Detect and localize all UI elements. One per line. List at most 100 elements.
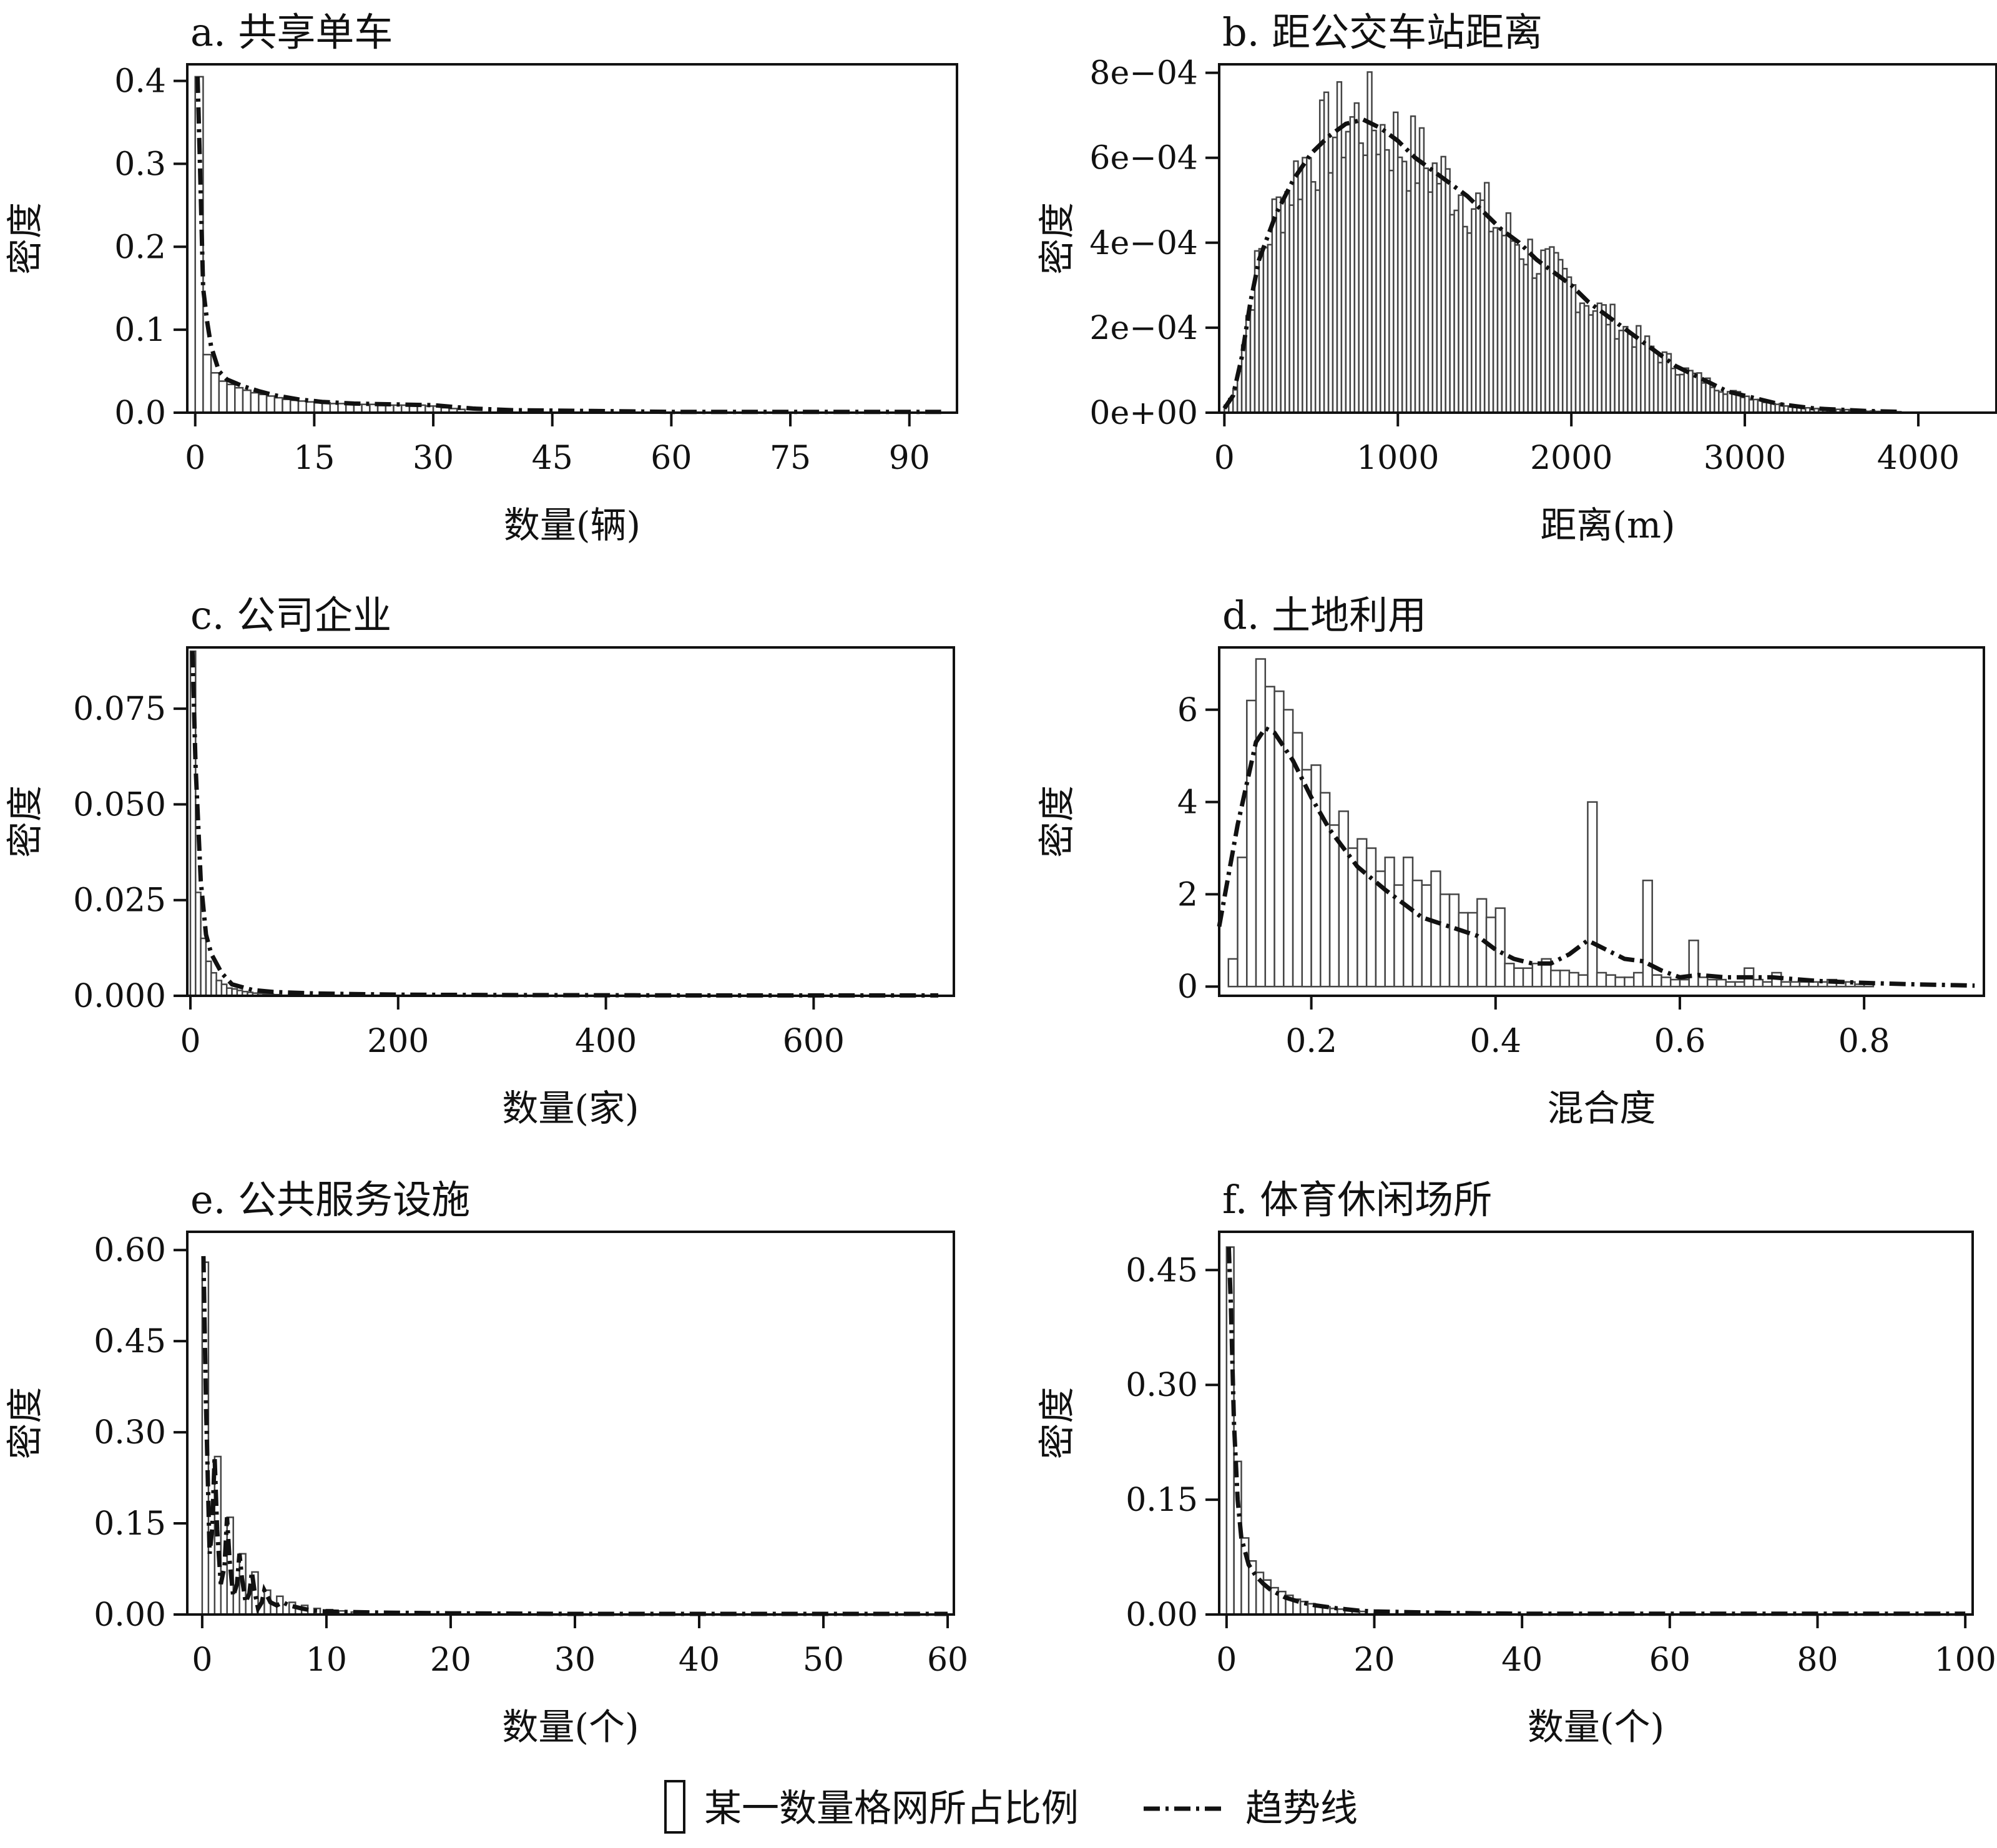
x-tick-label: 20 <box>430 1641 471 1679</box>
plot-frame-a <box>186 63 958 414</box>
bar <box>297 400 307 414</box>
bar <box>1494 907 1506 988</box>
x-tick-label: 10 <box>306 1641 347 1679</box>
y-tick-label: 2e−04 <box>1089 310 1198 347</box>
bar <box>1237 857 1248 988</box>
bar <box>289 399 300 414</box>
y-tick-label: 6e−04 <box>1089 140 1198 177</box>
legend-bar-label: 某一数量格网所占比例 <box>704 1787 1079 1831</box>
y-tick-label: 0.4 <box>114 63 166 101</box>
y-tick-label: 2 <box>1177 876 1198 913</box>
bar <box>258 393 268 414</box>
x-axis-label-a: 数量(辆) <box>504 504 640 546</box>
y-tick-label: 0.30 <box>1126 1367 1198 1404</box>
y-tick-label: 8e−04 <box>1089 55 1198 92</box>
bar <box>1614 976 1626 988</box>
y-tick-label: 0e+00 <box>1089 395 1198 432</box>
y-tick-label: 0.050 <box>73 786 166 823</box>
y-tick-label: 4 <box>1177 784 1198 822</box>
x-tick-label: 50 <box>803 1641 844 1679</box>
bar <box>1817 981 1828 988</box>
x-axis-label-e: 数量(个) <box>502 1706 639 1748</box>
x-tick-label: 45 <box>532 440 573 477</box>
y-tick-label: 4e−04 <box>1089 225 1198 262</box>
bar <box>201 1261 210 1616</box>
bars-c <box>189 650 280 997</box>
y-tick-label: 0.000 <box>73 978 166 1015</box>
bar <box>1467 912 1478 988</box>
bar <box>1587 801 1598 988</box>
bar <box>1264 686 1275 988</box>
bar <box>1227 958 1239 988</box>
legend-line-label: 趋势线 <box>1245 1787 1358 1831</box>
bar <box>1411 879 1423 988</box>
bar <box>1762 981 1773 988</box>
bar <box>1338 810 1349 988</box>
x-tick-label: 0.2 <box>1285 1023 1337 1060</box>
bar <box>250 391 260 414</box>
chart-title-b: b. 距公交车站距离 <box>1222 9 1543 55</box>
x-tick-label: 90 <box>889 440 930 477</box>
y-tick-label: 0.0 <box>114 395 166 432</box>
bar <box>1661 976 1672 988</box>
bar <box>1715 978 1727 988</box>
x-tick-label: 60 <box>650 440 692 477</box>
x-tick-label: 0 <box>192 1641 212 1679</box>
y-tick-label: 0.025 <box>73 882 166 920</box>
bar <box>1384 857 1395 988</box>
bar <box>1798 981 1810 988</box>
x-tick-label: 60 <box>1649 1641 1690 1679</box>
bar <box>1688 940 1699 988</box>
bar <box>1240 1537 1250 1616</box>
bar <box>1568 971 1579 988</box>
bar <box>1789 981 1801 988</box>
chart-title-a: a. 共享单车 <box>190 9 393 55</box>
bar <box>234 386 244 414</box>
bar <box>202 353 212 414</box>
x-tick-label: 0.6 <box>1654 1023 1706 1060</box>
bar <box>242 389 252 414</box>
bar <box>1624 976 1635 988</box>
bar <box>1402 857 1414 988</box>
plot-frame-d <box>1218 646 1985 997</box>
x-tick-label: 2000 <box>1530 440 1612 477</box>
x-tick-label: 30 <box>554 1641 596 1679</box>
bar <box>282 398 292 414</box>
legend: 某一数量格网所占比例 趋势线 <box>664 1780 1358 1834</box>
x-tick-label: 4000 <box>1877 440 1960 477</box>
bar <box>1439 893 1451 988</box>
x-tick-label: 80 <box>1797 1641 1838 1679</box>
plot-frame-c <box>186 646 955 997</box>
chart-panel-f: 0 20 40 60 80 100 0.00 0.15 0.30 0.45 f. 体育休闲场所数量(… <box>1036 1177 1996 1748</box>
y-tick-label: 0.2 <box>114 229 166 266</box>
x-tick-label: 20 <box>1353 1641 1395 1679</box>
y-tick-label: 0.00 <box>94 1596 166 1634</box>
x-axis-label-f: 数量(个) <box>1528 1706 1664 1748</box>
y-tick-label: 0.15 <box>94 1505 166 1543</box>
bar <box>1357 838 1368 988</box>
bar <box>1605 974 1616 988</box>
y-tick-label: 0.45 <box>1126 1252 1198 1289</box>
chart-title-d: d. 土地利用 <box>1222 592 1426 638</box>
chart-title-f: f. 体育休闲场所 <box>1222 1177 1492 1222</box>
bar <box>1504 963 1515 988</box>
bar <box>1642 879 1653 988</box>
bar <box>1531 963 1543 988</box>
x-axis-label-c: 数量(家) <box>502 1087 639 1129</box>
bar <box>265 395 276 414</box>
bar <box>210 371 220 414</box>
trend-line-f <box>1226 1247 1966 1616</box>
bar <box>1248 1560 1257 1616</box>
bar <box>1421 884 1432 988</box>
chart-title-c: c. 公司企业 <box>190 592 391 638</box>
plot-frame-e <box>186 1231 955 1616</box>
chart-panel-a: 0 15 30 45 60 75 90 0.0 0.1 0.2 0.3 0.4 a. 共享单车数量(辆)… <box>4 9 958 546</box>
bar <box>1522 967 1534 988</box>
x-tick-label: 0.8 <box>1838 1023 1890 1060</box>
x-tick-label: 0 <box>1214 440 1235 477</box>
bar <box>1485 917 1497 988</box>
x-tick-label: 75 <box>770 440 811 477</box>
x-tick-label: 3000 <box>1704 440 1786 477</box>
